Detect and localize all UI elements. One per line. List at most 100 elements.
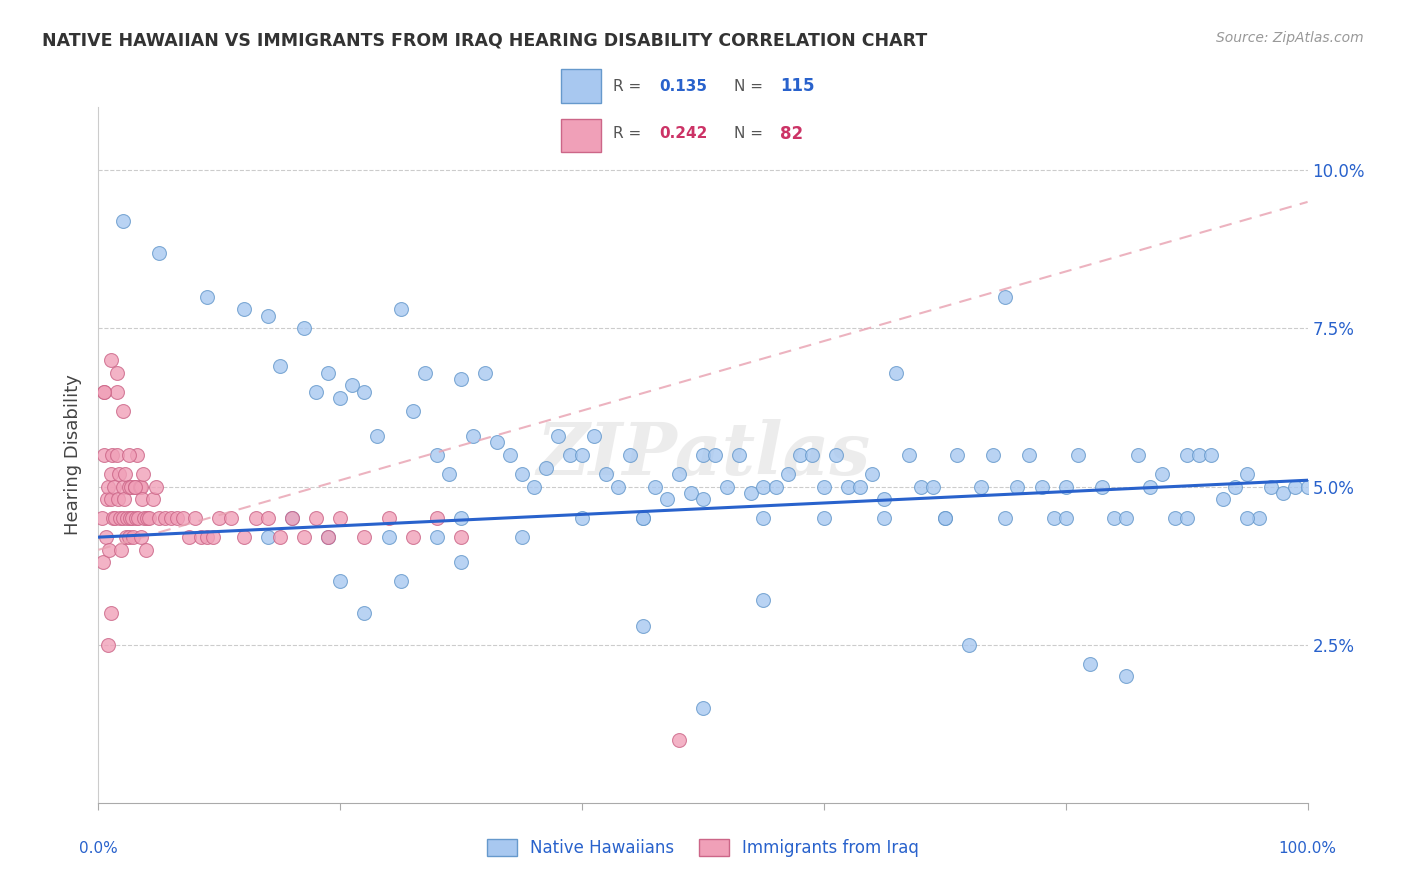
Point	[1188, 448, 1211, 462]
Point	[134, 511, 156, 525]
Point	[860, 467, 883, 481]
Point	[112, 492, 135, 507]
Point	[1091, 479, 1114, 493]
Point	[269, 530, 291, 544]
Point	[111, 511, 134, 525]
Point	[269, 359, 291, 374]
Point	[1212, 492, 1234, 507]
Point	[668, 467, 690, 481]
Point	[138, 511, 160, 525]
Point	[450, 530, 472, 544]
Text: 100.0%: 100.0%	[1278, 841, 1337, 856]
Point	[463, 429, 485, 443]
Point	[153, 511, 176, 525]
Point	[886, 366, 908, 380]
Point	[122, 530, 145, 544]
Point	[93, 448, 115, 462]
Point	[740, 486, 762, 500]
Point	[704, 448, 727, 462]
Point	[184, 511, 207, 525]
Point	[523, 479, 546, 493]
Point	[1031, 479, 1053, 493]
Point	[281, 511, 304, 525]
Point	[631, 511, 654, 525]
Point	[353, 606, 375, 620]
Point	[547, 429, 569, 443]
Point	[125, 511, 148, 525]
Point	[103, 479, 125, 493]
Point	[934, 511, 956, 525]
Point	[1067, 448, 1090, 462]
Point	[1236, 511, 1258, 525]
Point	[100, 353, 122, 368]
Point	[655, 492, 678, 507]
Point	[132, 467, 155, 481]
Point	[1018, 448, 1040, 462]
Point	[105, 384, 128, 399]
Point	[1128, 448, 1150, 462]
Point	[571, 448, 593, 462]
Point	[91, 556, 114, 570]
Point	[510, 467, 533, 481]
Point	[413, 366, 436, 380]
Point	[114, 467, 136, 481]
Point	[607, 479, 630, 493]
Point	[1007, 479, 1029, 493]
Point	[692, 448, 714, 462]
Point	[426, 511, 449, 525]
Point	[377, 530, 399, 544]
Point	[450, 372, 472, 386]
Point	[111, 214, 134, 228]
Point	[128, 479, 150, 493]
Point	[389, 302, 412, 317]
Text: 0.0%: 0.0%	[79, 841, 118, 856]
Bar	[561, 119, 600, 153]
Text: ZIPatlas: ZIPatlas	[536, 419, 870, 491]
Point	[179, 530, 201, 544]
Text: 115: 115	[780, 78, 815, 95]
Text: NATIVE HAWAIIAN VS IMMIGRANTS FROM IRAQ HEARING DISABILITY CORRELATION CHART: NATIVE HAWAIIAN VS IMMIGRANTS FROM IRAQ …	[42, 31, 928, 49]
Point	[957, 638, 980, 652]
Legend: Native Hawaiians, Immigrants from Iraq: Native Hawaiians, Immigrants from Iraq	[479, 832, 927, 864]
Point	[100, 467, 122, 481]
Point	[1115, 511, 1137, 525]
Point	[474, 366, 496, 380]
Point	[1054, 479, 1077, 493]
Point	[195, 290, 218, 304]
Point	[498, 448, 520, 462]
Point	[221, 511, 243, 525]
Point	[389, 574, 412, 589]
Point	[789, 448, 811, 462]
Point	[94, 530, 117, 544]
Point	[131, 492, 153, 507]
Point	[195, 530, 218, 544]
Point	[897, 448, 920, 462]
Point	[366, 429, 388, 443]
Point	[129, 479, 152, 493]
Point	[994, 511, 1017, 525]
Point	[292, 321, 315, 335]
Point	[353, 384, 375, 399]
Point	[450, 511, 472, 525]
Text: N =: N =	[734, 127, 768, 142]
Point	[190, 530, 212, 544]
Point	[97, 479, 120, 493]
Point	[329, 574, 352, 589]
Point	[571, 511, 593, 525]
Point	[437, 467, 460, 481]
Point	[142, 492, 165, 507]
Point	[994, 290, 1017, 304]
Point	[100, 448, 122, 462]
Point	[692, 701, 714, 715]
Point	[946, 448, 969, 462]
Text: 0.242: 0.242	[659, 127, 709, 142]
Point	[402, 403, 425, 417]
Bar	[561, 70, 600, 103]
Point	[631, 511, 654, 525]
Text: Source: ZipAtlas.com: Source: ZipAtlas.com	[1216, 31, 1364, 45]
Point	[101, 511, 124, 525]
Point	[510, 530, 533, 544]
Point	[558, 448, 581, 462]
Text: 82: 82	[780, 125, 803, 143]
Point	[692, 492, 714, 507]
